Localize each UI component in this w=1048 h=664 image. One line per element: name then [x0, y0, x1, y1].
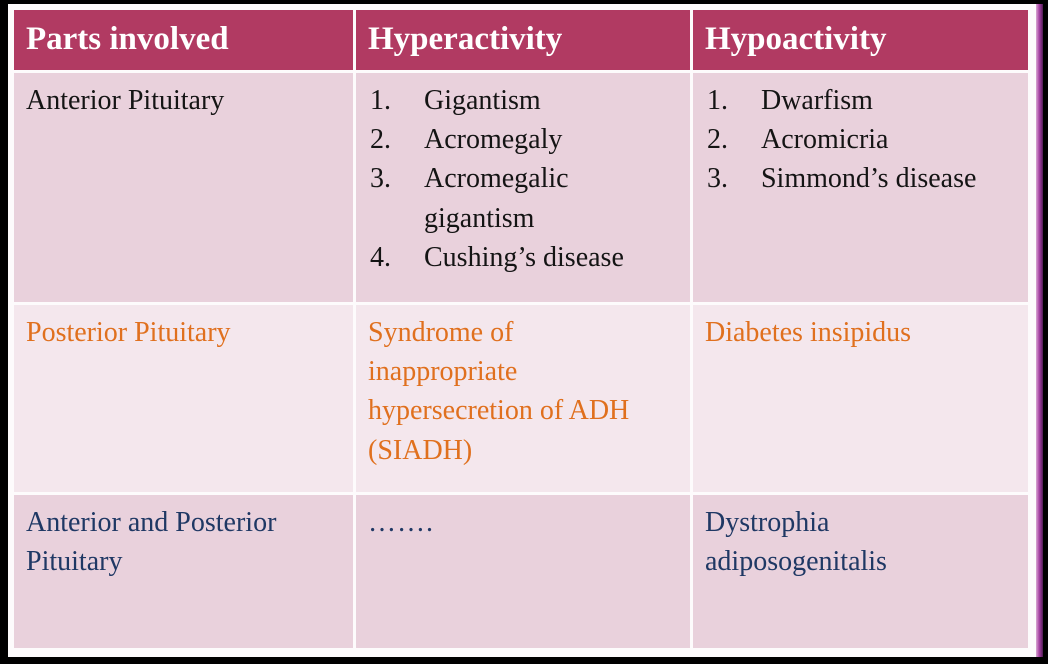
hyperactivity-cell: Gigantism Acromegaly Acromegalic giganti…	[356, 73, 690, 302]
list-item: Cushing’s disease	[370, 238, 624, 277]
header-row: Parts involved Hyperactivity Hypoactivit…	[14, 10, 1028, 70]
part-cell: Anterior and Posterior Pituitary	[14, 495, 353, 648]
table-row-anterior-and-posterior-pituitary: Anterior and Posterior Pituitary ……. Dys…	[14, 495, 1028, 648]
column-header-hyperactivity: Hyperactivity	[356, 10, 690, 70]
hypoactivity-list: Dwarfism Acromicria Simmond’s disease	[705, 81, 995, 199]
list-item: Acromegaly	[370, 120, 563, 159]
hypoactivity-text: Diabetes insipidus	[704, 317, 912, 348]
hypoactivity-cell: Diabetes insipidus	[692, 305, 1028, 492]
column-header-hypoactivity: Hypoactivity	[692, 10, 1028, 70]
table-row-posterior-pituitary: Posterior Pituitary Syndrome of inapprop…	[14, 305, 1028, 492]
slide-edge-decoration	[1036, 4, 1043, 657]
part-label: Anterior and Posterior Pituitary	[26, 507, 277, 578]
slide-background: Parts involved Hyperactivity Hypoactivit…	[8, 4, 1036, 657]
hyperactivity-text: …….	[368, 507, 434, 538]
part-label: Posterior Pituitary	[26, 317, 231, 348]
column-header-parts-involved: Parts involved	[14, 10, 353, 70]
part-cell: Posterior Pituitary	[14, 305, 353, 492]
list-item: Acromegalic gigantism	[370, 159, 569, 234]
part-label: Anterior Pituitary	[26, 85, 225, 116]
list-item: Simmond’s disease	[707, 159, 977, 198]
hypoactivity-text: Dystrophia adiposogenitalis	[704, 507, 887, 578]
hypoactivity-cell: Dystrophia adiposogenitalis	[692, 495, 1028, 648]
pituitary-disorders-table: Parts involved Hyperactivity Hypoactivit…	[11, 7, 1031, 651]
table-row-anterior-pituitary: Anterior Pituitary Gigantism Acromegaly …	[14, 73, 1028, 302]
part-cell: Anterior Pituitary	[14, 73, 353, 302]
hyperactivity-cell: …….	[356, 495, 690, 648]
list-item: Acromicria	[707, 120, 889, 159]
hypoactivity-cell: Dwarfism Acromicria Simmond’s disease	[692, 73, 1028, 302]
hyperactivity-cell: Syndrome of inappropriate hypersecretion…	[356, 305, 690, 492]
list-item: Dwarfism	[707, 81, 873, 120]
list-item: Gigantism	[370, 81, 541, 120]
hyperactivity-text: Syndrome of inappropriate hypersecretion…	[368, 317, 630, 466]
hyperactivity-list: Gigantism Acromegaly Acromegalic giganti…	[368, 81, 658, 277]
